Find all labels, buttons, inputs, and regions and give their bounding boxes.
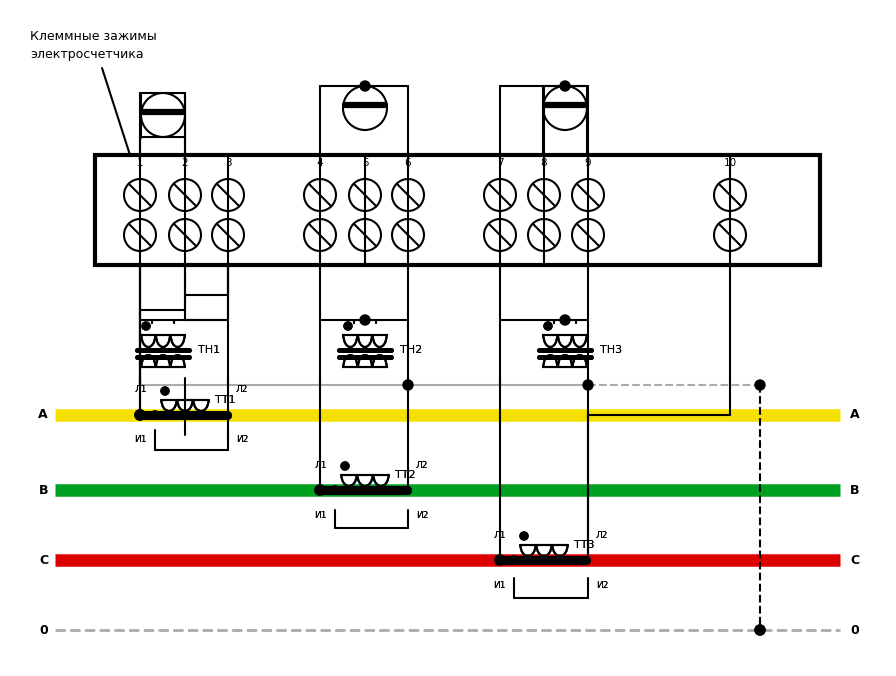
Text: И1: И1: [314, 510, 327, 519]
Circle shape: [755, 380, 765, 390]
Circle shape: [315, 485, 325, 495]
Circle shape: [341, 462, 349, 470]
Text: Л1: Л1: [314, 460, 327, 470]
Text: 3: 3: [225, 158, 231, 168]
Circle shape: [560, 315, 570, 325]
Text: B: B: [39, 483, 48, 496]
Circle shape: [161, 387, 169, 395]
Text: Л1: Л1: [134, 385, 147, 395]
Text: 7: 7: [496, 158, 504, 168]
Text: 0: 0: [39, 623, 48, 637]
Text: 10: 10: [723, 158, 737, 168]
Text: 1: 1: [137, 158, 143, 168]
Text: B: B: [850, 483, 859, 496]
Text: ТН2: ТН2: [400, 345, 422, 355]
Text: 8: 8: [540, 158, 547, 168]
Circle shape: [341, 462, 349, 470]
Circle shape: [495, 555, 505, 565]
Text: Л1: Л1: [134, 385, 147, 395]
Text: И2: И2: [236, 435, 248, 445]
Circle shape: [344, 322, 352, 330]
Text: ТН1: ТН1: [198, 345, 220, 355]
Text: ТН3: ТН3: [600, 345, 622, 355]
Text: И2: И2: [596, 581, 608, 589]
Text: 9: 9: [585, 158, 591, 168]
Text: И1: И1: [134, 435, 147, 445]
Text: ТТ3: ТТ3: [574, 540, 595, 550]
Text: 4: 4: [316, 158, 323, 168]
Text: Л2: Л2: [236, 385, 248, 395]
Text: Л2: Л2: [596, 531, 608, 539]
Text: Л1: Л1: [494, 531, 506, 539]
Text: Л2: Л2: [416, 460, 428, 470]
Text: A: A: [850, 408, 859, 422]
Circle shape: [135, 410, 145, 420]
Text: C: C: [850, 554, 859, 566]
Circle shape: [142, 322, 150, 330]
Text: ТТ1: ТТ1: [215, 395, 236, 405]
Circle shape: [560, 81, 570, 91]
Text: И2: И2: [596, 581, 608, 589]
Text: Л2: Л2: [236, 385, 248, 395]
Circle shape: [151, 411, 159, 419]
Circle shape: [755, 625, 765, 635]
Text: 2: 2: [182, 158, 188, 168]
Text: И1: И1: [314, 510, 327, 519]
Text: Л1: Л1: [494, 531, 506, 539]
Text: И2: И2: [416, 510, 428, 519]
Text: A: A: [39, 408, 48, 422]
Circle shape: [520, 532, 528, 540]
Text: И2: И2: [416, 510, 428, 519]
Text: ТТ3: ТТ3: [574, 540, 595, 550]
Circle shape: [135, 410, 145, 420]
Circle shape: [544, 322, 552, 330]
Circle shape: [142, 322, 150, 330]
Text: И1: И1: [494, 581, 506, 589]
Text: ТТ1: ТТ1: [215, 395, 236, 405]
Circle shape: [755, 625, 765, 635]
Circle shape: [151, 411, 159, 419]
Circle shape: [315, 485, 325, 495]
Circle shape: [135, 410, 145, 420]
Text: ТН3: ТН3: [600, 345, 622, 355]
Text: ТТ2: ТТ2: [395, 470, 416, 480]
Circle shape: [544, 322, 552, 330]
Text: И1: И1: [494, 581, 506, 589]
Text: C: C: [39, 554, 48, 566]
Text: ТТ2: ТТ2: [395, 470, 416, 480]
Circle shape: [331, 486, 339, 494]
Circle shape: [583, 380, 593, 390]
Circle shape: [403, 380, 413, 390]
Circle shape: [360, 315, 370, 325]
Text: 5: 5: [362, 158, 368, 168]
Text: ТН1: ТН1: [198, 345, 220, 355]
Circle shape: [520, 532, 528, 540]
Circle shape: [331, 486, 339, 494]
Text: 0: 0: [850, 623, 858, 637]
Circle shape: [344, 322, 352, 330]
Circle shape: [510, 556, 518, 564]
Circle shape: [161, 387, 169, 395]
Text: Л2: Л2: [596, 531, 608, 539]
Text: Л1: Л1: [314, 460, 327, 470]
Text: 6: 6: [405, 158, 411, 168]
Circle shape: [360, 81, 370, 91]
Circle shape: [495, 555, 505, 565]
Text: Клеммные зажимы
электросчетчика: Клеммные зажимы электросчетчика: [30, 30, 157, 61]
Circle shape: [510, 556, 518, 564]
Text: ТН2: ТН2: [400, 345, 422, 355]
Text: Л2: Л2: [416, 460, 428, 470]
Text: И1: И1: [134, 435, 147, 445]
Text: И2: И2: [236, 435, 248, 445]
Bar: [95, 155, 820, 265]
